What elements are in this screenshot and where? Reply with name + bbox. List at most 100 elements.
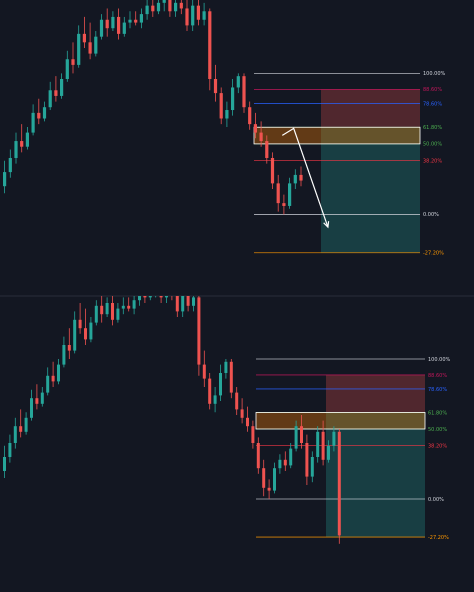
candle-body [132,300,136,309]
candle-body [337,431,341,536]
candle-body [213,78,218,94]
candle-body [73,319,77,351]
fib-level-label: 78.60% [423,101,442,107]
candle-body [196,5,200,20]
candle-body [89,322,93,340]
fib-level-label: 61.80% [428,410,447,416]
candle-body [236,76,240,88]
fib-level-label: -27.20% [428,535,449,541]
candle-body [35,398,39,404]
fib-level-label: 100.00% [423,71,445,77]
candle-body [57,364,60,382]
candle-body [175,296,179,312]
candle-body [13,426,17,443]
candle-body [19,426,23,432]
candle-body [282,203,286,206]
candle-body [67,345,71,351]
candle-body [138,296,141,301]
candle-body [77,33,81,65]
candle-body [127,305,131,309]
take-profit-zone [321,127,420,253]
candle-body [148,296,152,298]
candle-body [294,426,298,449]
stop-loss-zone [326,374,425,413]
candle-body [208,378,212,404]
candle-body [20,141,24,147]
candle-body [105,19,109,29]
candle-body [116,308,120,320]
fib-level-label: 50.00% [428,427,447,433]
candle-body [332,431,336,446]
fib-level-label: 38.20% [428,443,447,449]
candle-body [262,468,266,488]
candle-body [105,303,109,315]
candle-body [197,297,201,365]
entry-zone [255,412,426,430]
candle-body [192,297,195,306]
fib-level-label: 0.00% [423,212,439,218]
fib-level-label: -27.20% [423,251,444,257]
candle-body [327,445,330,460]
candle-body [213,395,217,404]
candle-body [242,76,246,108]
candle-body [111,303,114,320]
candle-body [100,305,104,315]
candle-body [270,157,275,184]
candle-body [60,78,64,96]
candle-body [151,5,155,12]
candle-body [265,141,269,158]
candle-body [25,132,29,147]
fib-level-label: 88.60% [423,87,442,93]
candle-body [256,443,260,469]
candle-body [273,468,276,491]
candle-body [246,417,249,427]
candle-body [62,345,66,365]
candle-body [159,296,163,298]
candle-body [143,296,147,298]
candle-body [179,2,183,9]
candle-body [82,33,86,43]
projection-arrowhead [323,221,330,229]
candle-body [156,2,161,12]
candle-body [24,417,28,432]
candle-body [3,172,7,187]
fib-level-label: 38.20% [423,158,442,164]
candle-body [37,112,41,119]
fib-level-label: 88.60% [428,373,447,379]
candle-body [186,296,190,306]
candle-body [278,459,282,469]
candle-body [219,93,223,119]
candle-body [128,19,132,23]
candle-body [174,2,178,12]
candle-body [78,319,82,329]
candle-body [31,112,35,133]
candle-body [321,431,325,460]
candle-body [54,90,58,96]
candle-body [42,107,47,119]
candle-body [165,296,168,298]
candle-body [267,487,271,491]
candle-body [202,364,206,379]
candle-body [51,375,55,382]
candle-body [8,443,12,457]
candle-body [48,90,52,108]
candle-body [65,59,69,79]
candle-body [240,409,244,418]
plot-area: 100.00% 88.60% 78.60% 61.80% 50.00% 38.20% 0.0… [3,0,445,257]
candle-body [202,11,206,20]
candle-body [40,392,44,404]
candle-body [3,457,6,471]
candle-body [168,0,172,12]
candle-body [225,110,229,119]
candle-body [219,373,222,396]
fib-level-label: 100.00% [428,357,450,363]
candle-body [94,305,98,323]
fib-level-label: 50.00% [423,142,442,148]
fib-level-label: 61.80% [423,125,442,131]
candle-body [121,305,125,309]
plot-area: 100.00% 88.60% 78.60% 61.80% 50.00% 38.20% 0.0… [3,296,450,544]
top-chart-panel: 100.00% 88.60% 78.60% 61.80% 50.00% 38.20% 0.0… [3,0,445,257]
candle-body [300,426,303,443]
candle-body [134,19,138,23]
candle-body [293,174,297,184]
